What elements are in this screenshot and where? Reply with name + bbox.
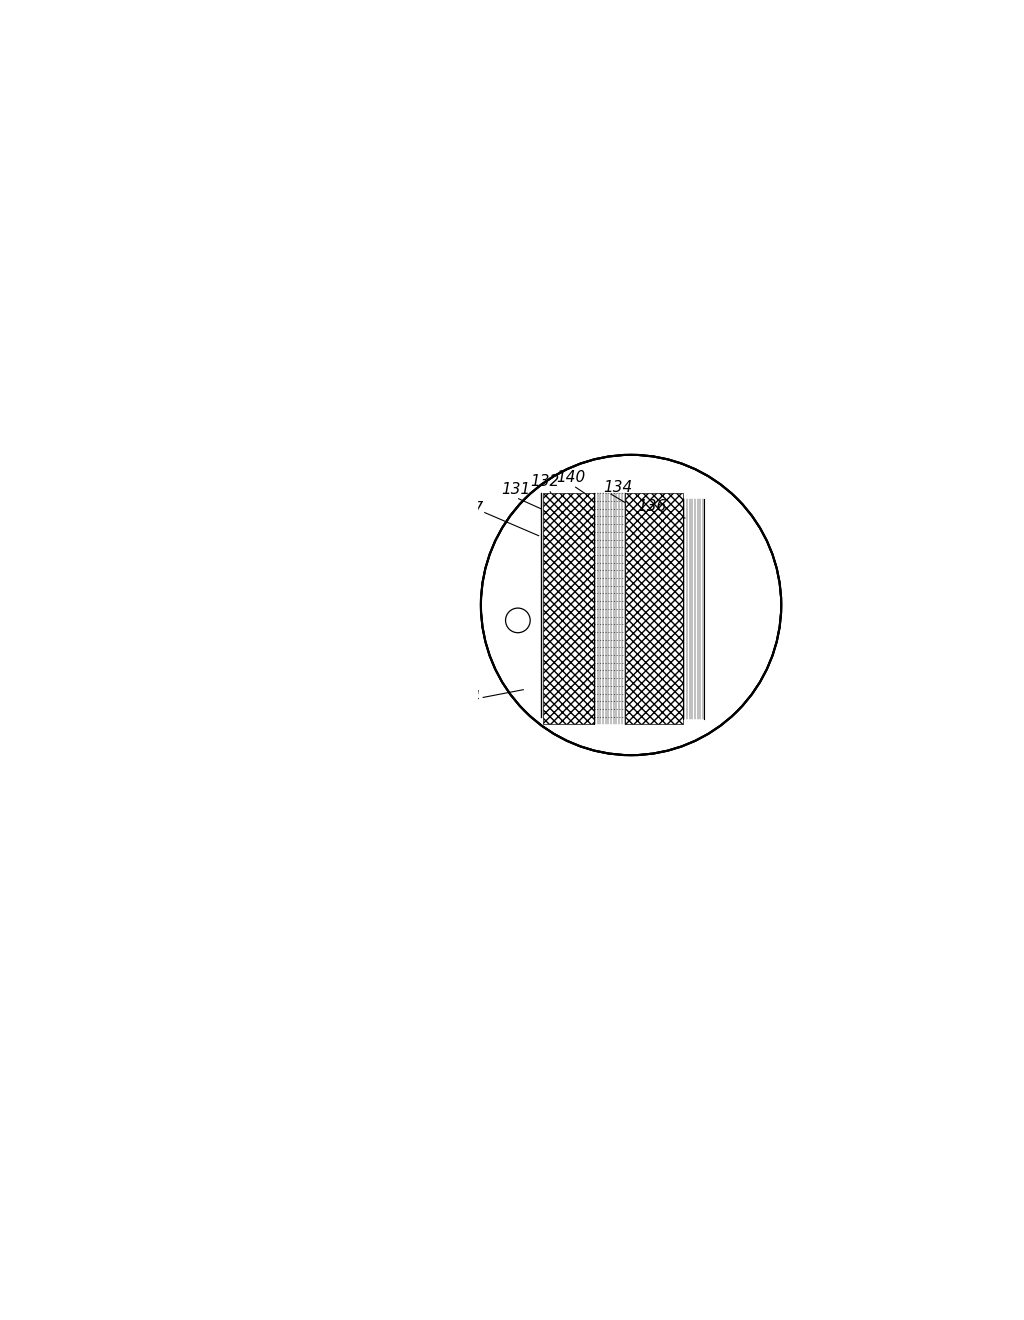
- Text: 136: 136: [637, 499, 667, 513]
- Text: Fig. 20B: Fig. 20B: [580, 771, 683, 791]
- Text: 124: 124: [452, 690, 481, 705]
- Text: 112: 112: [392, 371, 422, 387]
- Text: 113: 113: [392, 358, 422, 372]
- Text: Fig. 20A: Fig. 20A: [302, 873, 406, 892]
- Text: 100: 100: [475, 318, 505, 334]
- Bar: [322, 805, 356, 847]
- Text: Mar. 8, 2012  Sheet 12 of 25: Mar. 8, 2012 Sheet 12 of 25: [401, 207, 611, 220]
- Bar: [333, 903, 345, 915]
- Bar: [625, 494, 683, 725]
- Bar: [326, 444, 351, 471]
- Text: US 2012/0055667 A1: US 2012/0055667 A1: [639, 207, 795, 220]
- Text: 110: 110: [214, 347, 244, 362]
- Text: 131: 131: [501, 482, 530, 498]
- Bar: [321, 339, 357, 387]
- Text: 124: 124: [214, 750, 244, 766]
- Text: 127: 127: [454, 502, 483, 516]
- Text: Patent Application Publication: Patent Application Publication: [193, 207, 419, 220]
- Text: 104: 104: [220, 301, 250, 315]
- Text: 125: 125: [214, 494, 244, 508]
- Text: 122: 122: [214, 470, 244, 486]
- Text: 130: 130: [397, 525, 427, 541]
- Bar: [543, 494, 594, 725]
- Text: 126: 126: [214, 804, 244, 818]
- Text: 140: 140: [556, 470, 586, 486]
- Text: 127: 127: [214, 532, 244, 546]
- Text: 134: 134: [603, 480, 633, 495]
- Circle shape: [481, 455, 781, 755]
- Text: 106: 106: [249, 640, 279, 655]
- Bar: [313, 330, 365, 396]
- Bar: [322, 437, 356, 478]
- Text: 120: 120: [419, 436, 449, 451]
- Text: 132: 132: [530, 474, 559, 490]
